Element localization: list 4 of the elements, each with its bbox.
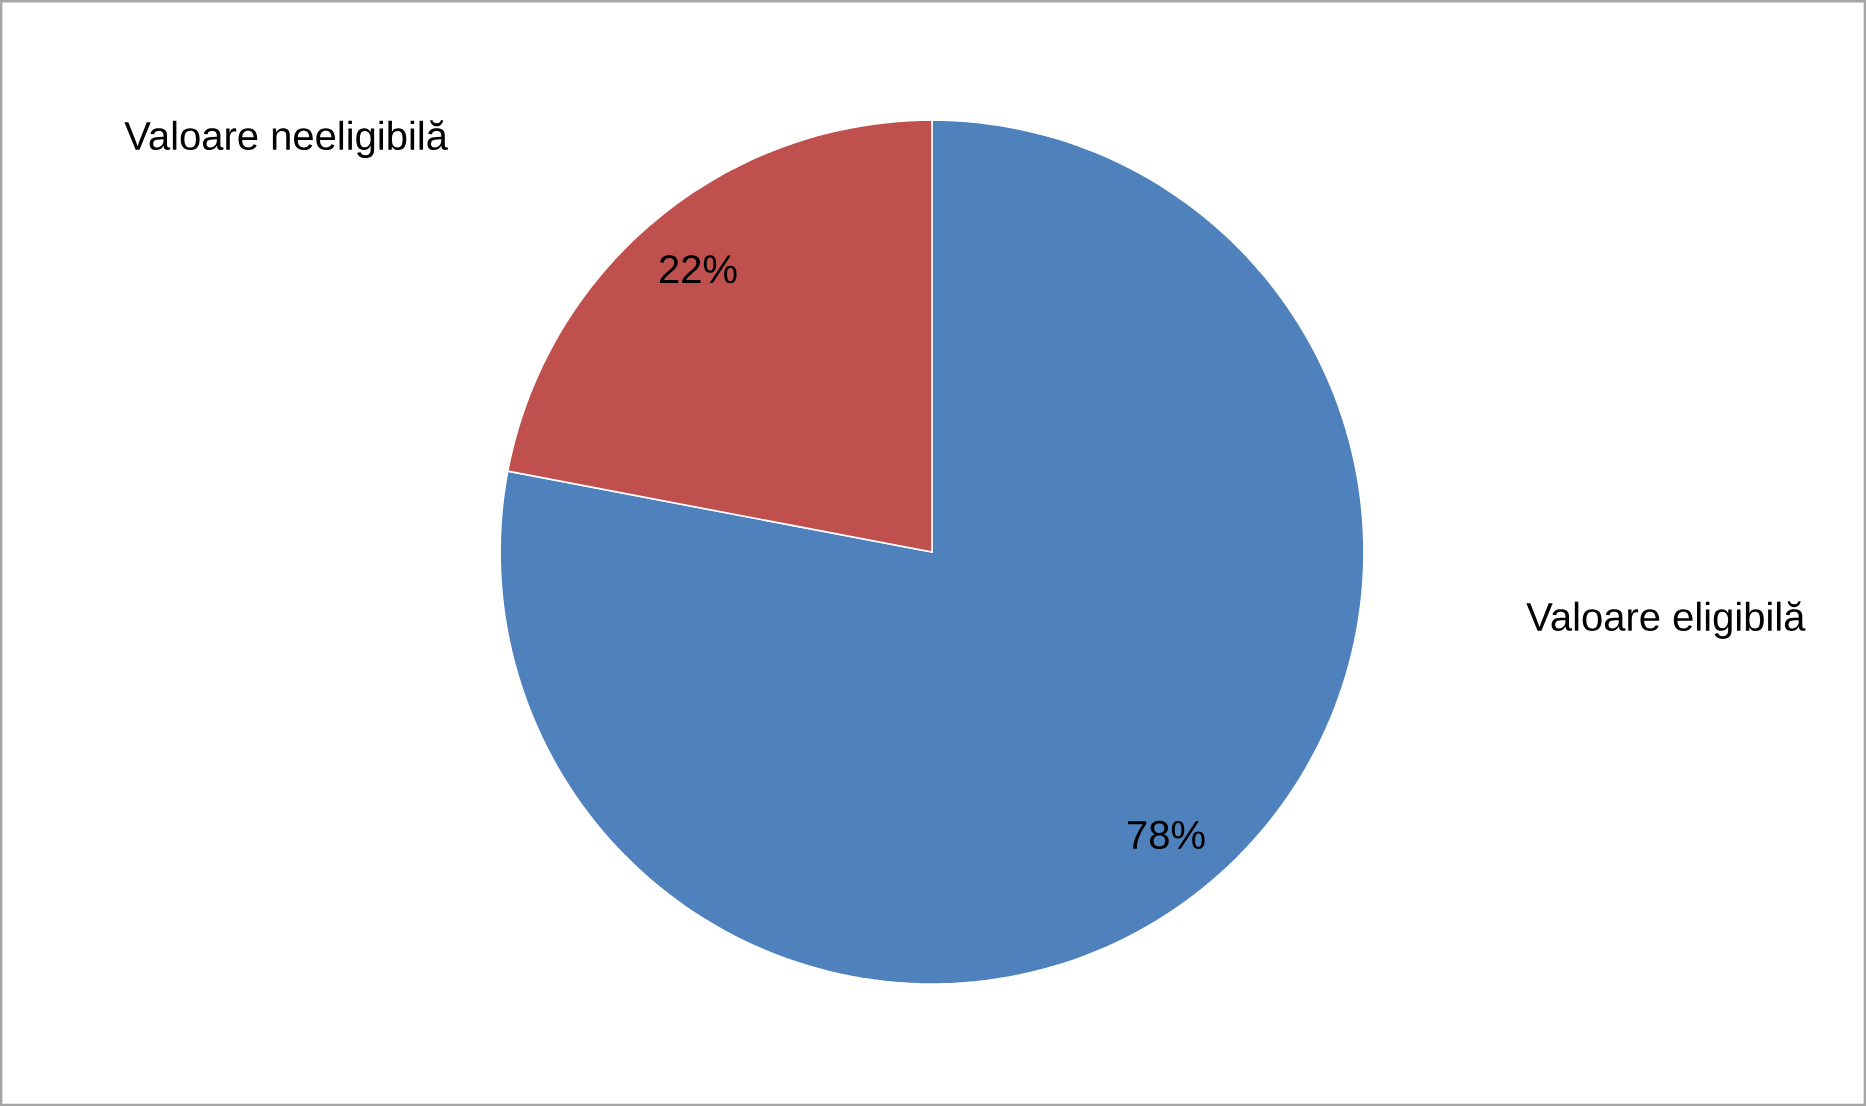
slice-label: Valoare neeligibilă — [124, 120, 448, 158]
data-label: 22% — [659, 255, 737, 284]
data-label: 78% — [1128, 820, 1205, 850]
slice-label: Valoare eligibilă — [1526, 601, 1806, 639]
